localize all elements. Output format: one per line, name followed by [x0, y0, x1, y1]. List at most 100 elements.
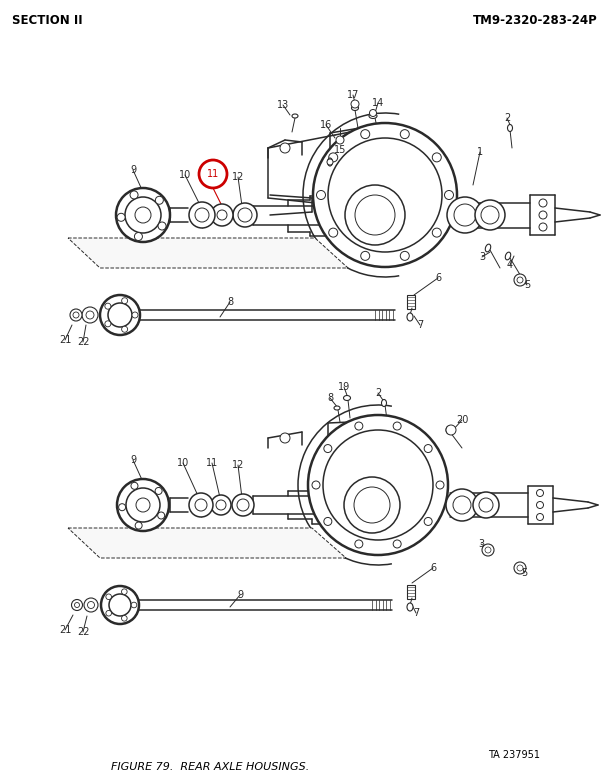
Circle shape [84, 598, 98, 612]
Circle shape [473, 492, 499, 518]
Circle shape [446, 425, 456, 435]
Ellipse shape [343, 395, 351, 400]
Circle shape [189, 493, 213, 517]
Circle shape [327, 159, 333, 165]
Text: 7: 7 [417, 320, 423, 330]
Circle shape [370, 110, 376, 117]
Circle shape [537, 514, 544, 521]
Circle shape [313, 123, 457, 267]
Ellipse shape [407, 603, 413, 611]
Circle shape [345, 185, 405, 245]
Text: 14: 14 [372, 98, 384, 108]
Circle shape [211, 204, 233, 226]
Circle shape [400, 130, 409, 138]
Ellipse shape [381, 399, 387, 406]
Text: 5: 5 [521, 568, 527, 578]
Text: TM9-2320-283-24P: TM9-2320-283-24P [473, 14, 598, 27]
Circle shape [117, 214, 125, 221]
Circle shape [517, 565, 523, 571]
Circle shape [136, 498, 150, 512]
Circle shape [447, 197, 483, 233]
Circle shape [135, 522, 142, 529]
Circle shape [155, 487, 162, 494]
Circle shape [232, 494, 254, 516]
Circle shape [308, 415, 448, 555]
Circle shape [454, 204, 476, 226]
Text: 22: 22 [77, 337, 89, 347]
Circle shape [100, 295, 140, 335]
Ellipse shape [292, 114, 298, 118]
Bar [407, 295, 415, 309]
Ellipse shape [446, 426, 452, 434]
Circle shape [105, 303, 111, 309]
Circle shape [432, 228, 441, 237]
Circle shape [355, 195, 395, 235]
Text: 6: 6 [435, 273, 441, 283]
Text: 16: 16 [320, 120, 332, 130]
Circle shape [361, 130, 370, 138]
Circle shape [86, 311, 94, 319]
Circle shape [514, 274, 526, 286]
Circle shape [217, 210, 227, 220]
Circle shape [216, 500, 226, 510]
Text: 12: 12 [232, 172, 244, 182]
Circle shape [195, 208, 209, 222]
Ellipse shape [508, 124, 512, 131]
Text: 2: 2 [375, 388, 381, 398]
Circle shape [82, 307, 98, 323]
Circle shape [475, 200, 505, 230]
Circle shape [280, 433, 290, 443]
Circle shape [108, 303, 132, 327]
Text: 9: 9 [130, 455, 136, 465]
Circle shape [121, 326, 127, 333]
Circle shape [329, 153, 338, 162]
Text: 17: 17 [347, 90, 359, 100]
Circle shape [479, 498, 493, 512]
Circle shape [436, 481, 444, 489]
Circle shape [432, 153, 441, 162]
Circle shape [393, 422, 401, 430]
Circle shape [355, 540, 363, 548]
Ellipse shape [505, 253, 511, 260]
Circle shape [238, 208, 252, 222]
Circle shape [73, 312, 79, 318]
Text: 12: 12 [232, 460, 244, 470]
Text: 22: 22 [77, 627, 89, 637]
Circle shape [482, 544, 494, 556]
Text: 20: 20 [456, 415, 468, 425]
Ellipse shape [328, 158, 332, 166]
Circle shape [328, 138, 442, 252]
Circle shape [539, 211, 547, 219]
Circle shape [485, 547, 491, 553]
Circle shape [445, 190, 453, 200]
Circle shape [116, 188, 170, 242]
Circle shape [400, 252, 409, 260]
Circle shape [324, 444, 332, 452]
Circle shape [312, 481, 320, 489]
Circle shape [118, 503, 126, 510]
Circle shape [324, 517, 332, 525]
Circle shape [135, 207, 151, 223]
Circle shape [446, 489, 478, 521]
Text: 6: 6 [430, 563, 436, 573]
Circle shape [323, 430, 433, 540]
Ellipse shape [351, 106, 359, 110]
Circle shape [158, 512, 165, 519]
Text: 10: 10 [177, 458, 189, 468]
Circle shape [121, 589, 127, 594]
Circle shape [537, 501, 544, 508]
Text: 11: 11 [206, 458, 218, 468]
Circle shape [517, 277, 523, 283]
Circle shape [189, 202, 215, 228]
Circle shape [351, 100, 359, 108]
Circle shape [158, 222, 166, 230]
Circle shape [121, 615, 127, 621]
Ellipse shape [334, 406, 340, 410]
Text: 21: 21 [59, 625, 71, 635]
Circle shape [70, 309, 82, 321]
Circle shape [74, 602, 79, 608]
Circle shape [393, 540, 401, 548]
Circle shape [195, 499, 207, 511]
Circle shape [237, 499, 249, 511]
Circle shape [537, 490, 544, 497]
